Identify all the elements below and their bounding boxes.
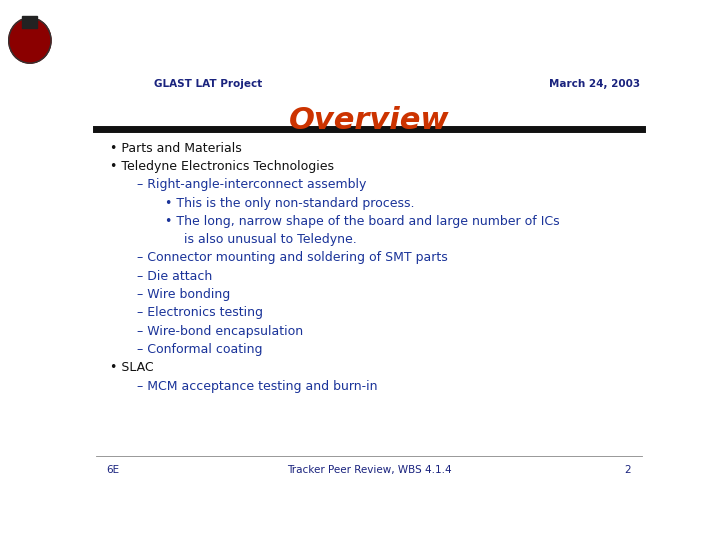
Text: 6E: 6E (107, 465, 120, 475)
Text: • The long, narrow shape of the board and large number of ICs: • The long, narrow shape of the board an… (166, 215, 560, 228)
Text: GLAST LAT Project: GLAST LAT Project (154, 79, 262, 89)
Text: • Teledyne Electronics Technologies: • Teledyne Electronics Technologies (109, 160, 333, 173)
Text: Overview: Overview (289, 106, 449, 136)
Text: – Electronics testing: – Electronics testing (138, 306, 264, 319)
Text: • This is the only non-standard process.: • This is the only non-standard process. (166, 197, 415, 210)
Text: – Right-angle-interconnect assembly: – Right-angle-interconnect assembly (138, 178, 366, 191)
Text: – Conformal coating: – Conformal coating (138, 343, 263, 356)
Text: – Wire-bond encapsulation: – Wire-bond encapsulation (138, 325, 304, 338)
Text: – Wire bonding: – Wire bonding (138, 288, 230, 301)
Text: – Die attach: – Die attach (138, 270, 212, 283)
Text: March 24, 2003: March 24, 2003 (549, 79, 639, 89)
Text: is also unusual to Teledyne.: is also unusual to Teledyne. (176, 233, 357, 246)
Text: – MCM acceptance testing and burn-in: – MCM acceptance testing and burn-in (138, 380, 378, 393)
Text: Tracker Peer Review, WBS 4.1.4: Tracker Peer Review, WBS 4.1.4 (287, 465, 451, 475)
Text: 2: 2 (625, 465, 631, 475)
Text: • SLAC: • SLAC (109, 361, 153, 374)
Text: – Connector mounting and soldering of SMT parts: – Connector mounting and soldering of SM… (138, 252, 448, 265)
Text: • Parts and Materials: • Parts and Materials (109, 141, 241, 155)
Circle shape (9, 18, 51, 63)
Bar (22, 16, 37, 28)
